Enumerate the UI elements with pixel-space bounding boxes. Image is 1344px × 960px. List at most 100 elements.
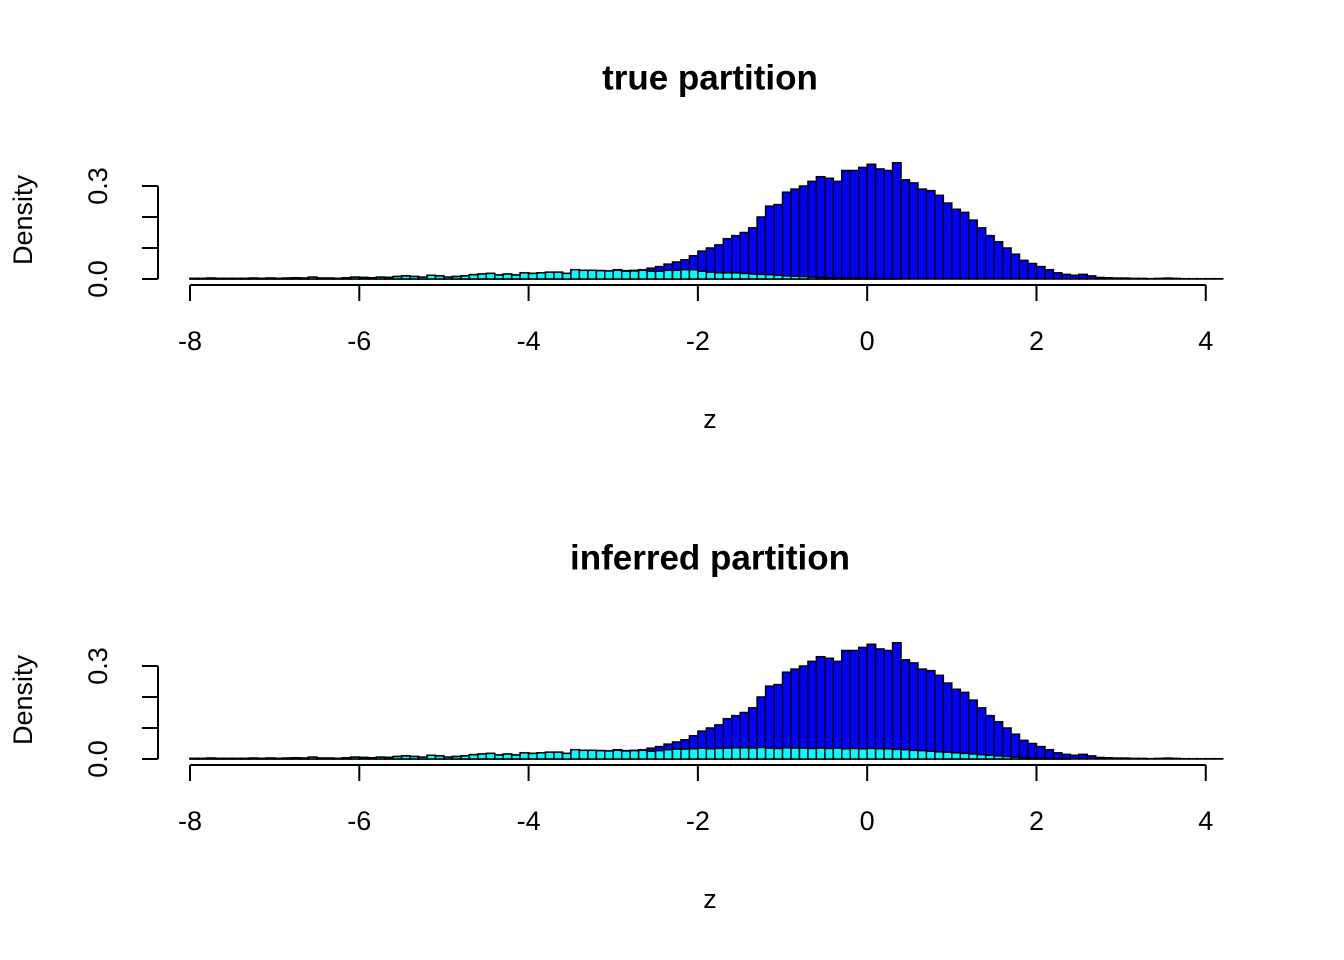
histogram-bar <box>815 276 826 280</box>
histogram-bar <box>993 241 1004 280</box>
histogram-bar <box>256 277 267 280</box>
histogram-bar <box>265 757 276 760</box>
histogram-bar <box>1086 755 1097 760</box>
histogram-bar <box>316 277 327 280</box>
histogram-bar <box>400 755 411 760</box>
histogram-bar <box>197 277 208 280</box>
histogram-bar <box>1103 277 1114 280</box>
histogram-bar <box>290 277 301 280</box>
x-tick-label: 2 <box>1029 806 1044 836</box>
histogram-bar <box>189 277 200 280</box>
histogram-bar <box>629 749 640 760</box>
x-tick-label: -8 <box>178 326 202 356</box>
histogram-bar <box>214 277 225 280</box>
histogram-bar <box>874 168 885 280</box>
histogram-bar <box>358 756 369 760</box>
histogram-bar <box>375 276 386 280</box>
histogram-bar <box>984 754 995 760</box>
histogram-bar <box>223 277 234 280</box>
chart-title: true partition <box>602 58 818 97</box>
histogram-bar <box>866 163 877 280</box>
histogram-bar <box>1001 247 1012 280</box>
histogram-bar <box>197 757 208 760</box>
histogram-bar <box>646 750 657 760</box>
histogram-bar <box>604 270 614 280</box>
histogram-bar <box>299 277 310 280</box>
histogram-bar <box>866 643 877 760</box>
x-tick-label: 4 <box>1198 326 1213 356</box>
histogram-bar <box>993 755 1004 760</box>
histogram-bar <box>959 752 970 760</box>
histogram-bar <box>1162 277 1173 280</box>
histogram-bar <box>747 227 758 280</box>
histogram-bar <box>866 277 877 280</box>
histogram-bar <box>273 277 284 280</box>
histogram-bar <box>993 721 1004 760</box>
histogram-bar <box>781 747 792 760</box>
histogram-bar <box>849 169 860 280</box>
chart-title: inferred partition <box>570 538 850 577</box>
histogram-bar <box>510 274 521 280</box>
histogram-bar <box>519 272 530 280</box>
y-tick-label: 0.0 <box>83 740 113 778</box>
histogram-bar <box>925 189 936 280</box>
histogram-bar <box>663 748 674 760</box>
histogram-bar <box>781 275 792 280</box>
histogram-bar <box>409 275 420 280</box>
histogram-bar <box>1094 756 1105 760</box>
histogram-bar <box>764 747 775 760</box>
histogram-bar <box>764 205 775 280</box>
histogram-bar <box>1018 259 1029 280</box>
histogram-bar <box>324 757 335 760</box>
histogram-bar <box>595 749 606 760</box>
histogram-bar <box>1044 757 1055 760</box>
histogram-bar <box>976 753 987 760</box>
histogram-bar <box>917 188 928 280</box>
histogram-bar <box>688 268 699 280</box>
histogram-bar <box>934 751 945 760</box>
x-tick-label: 4 <box>1198 806 1213 836</box>
histogram-bar <box>984 234 995 280</box>
histogram-bar <box>739 231 750 280</box>
histogram-bar <box>1001 755 1012 760</box>
histogram-bar <box>790 747 801 760</box>
histogram-bar <box>781 671 792 760</box>
histogram-bar <box>1010 756 1021 760</box>
histogram-bar <box>341 277 352 280</box>
histogram-bar <box>1078 753 1089 760</box>
histogram-bar <box>1044 748 1055 760</box>
x-axis-label: z <box>703 404 717 434</box>
x-axis-label: z <box>703 884 717 914</box>
histogram-bar <box>705 748 716 760</box>
histogram-bar <box>1027 742 1038 760</box>
histogram-bar <box>307 276 318 280</box>
histogram-bar <box>824 177 835 280</box>
histogram-bar <box>866 747 877 760</box>
histogram-bar <box>1128 757 1139 760</box>
histogram-bar <box>231 277 242 280</box>
histogram-bar <box>942 682 953 760</box>
y-tick-label: 0.3 <box>83 167 113 205</box>
histogram-bar <box>544 271 555 280</box>
histogram-bar <box>536 272 547 280</box>
histogram-bar <box>604 750 614 760</box>
histogram-bar <box>485 272 496 280</box>
y-axis-label: Density <box>8 654 38 745</box>
histogram-bar <box>832 277 843 280</box>
histogram-bar <box>1171 757 1182 760</box>
histogram-bar <box>612 749 623 760</box>
histogram-bar <box>680 748 691 760</box>
histogram-bar <box>206 277 217 280</box>
histogram-bar <box>333 277 344 280</box>
histogram-bar <box>773 274 784 280</box>
histogram-bar <box>951 208 962 280</box>
histogram-bar <box>891 162 902 280</box>
histogram-bar <box>544 751 555 760</box>
histogram-bar <box>256 757 267 760</box>
y-tick-label: 0.3 <box>83 647 113 685</box>
histogram-bar <box>976 227 987 280</box>
histogram-bar <box>434 755 445 760</box>
histogram-bar <box>527 272 538 280</box>
histogram-bar <box>1069 274 1080 280</box>
